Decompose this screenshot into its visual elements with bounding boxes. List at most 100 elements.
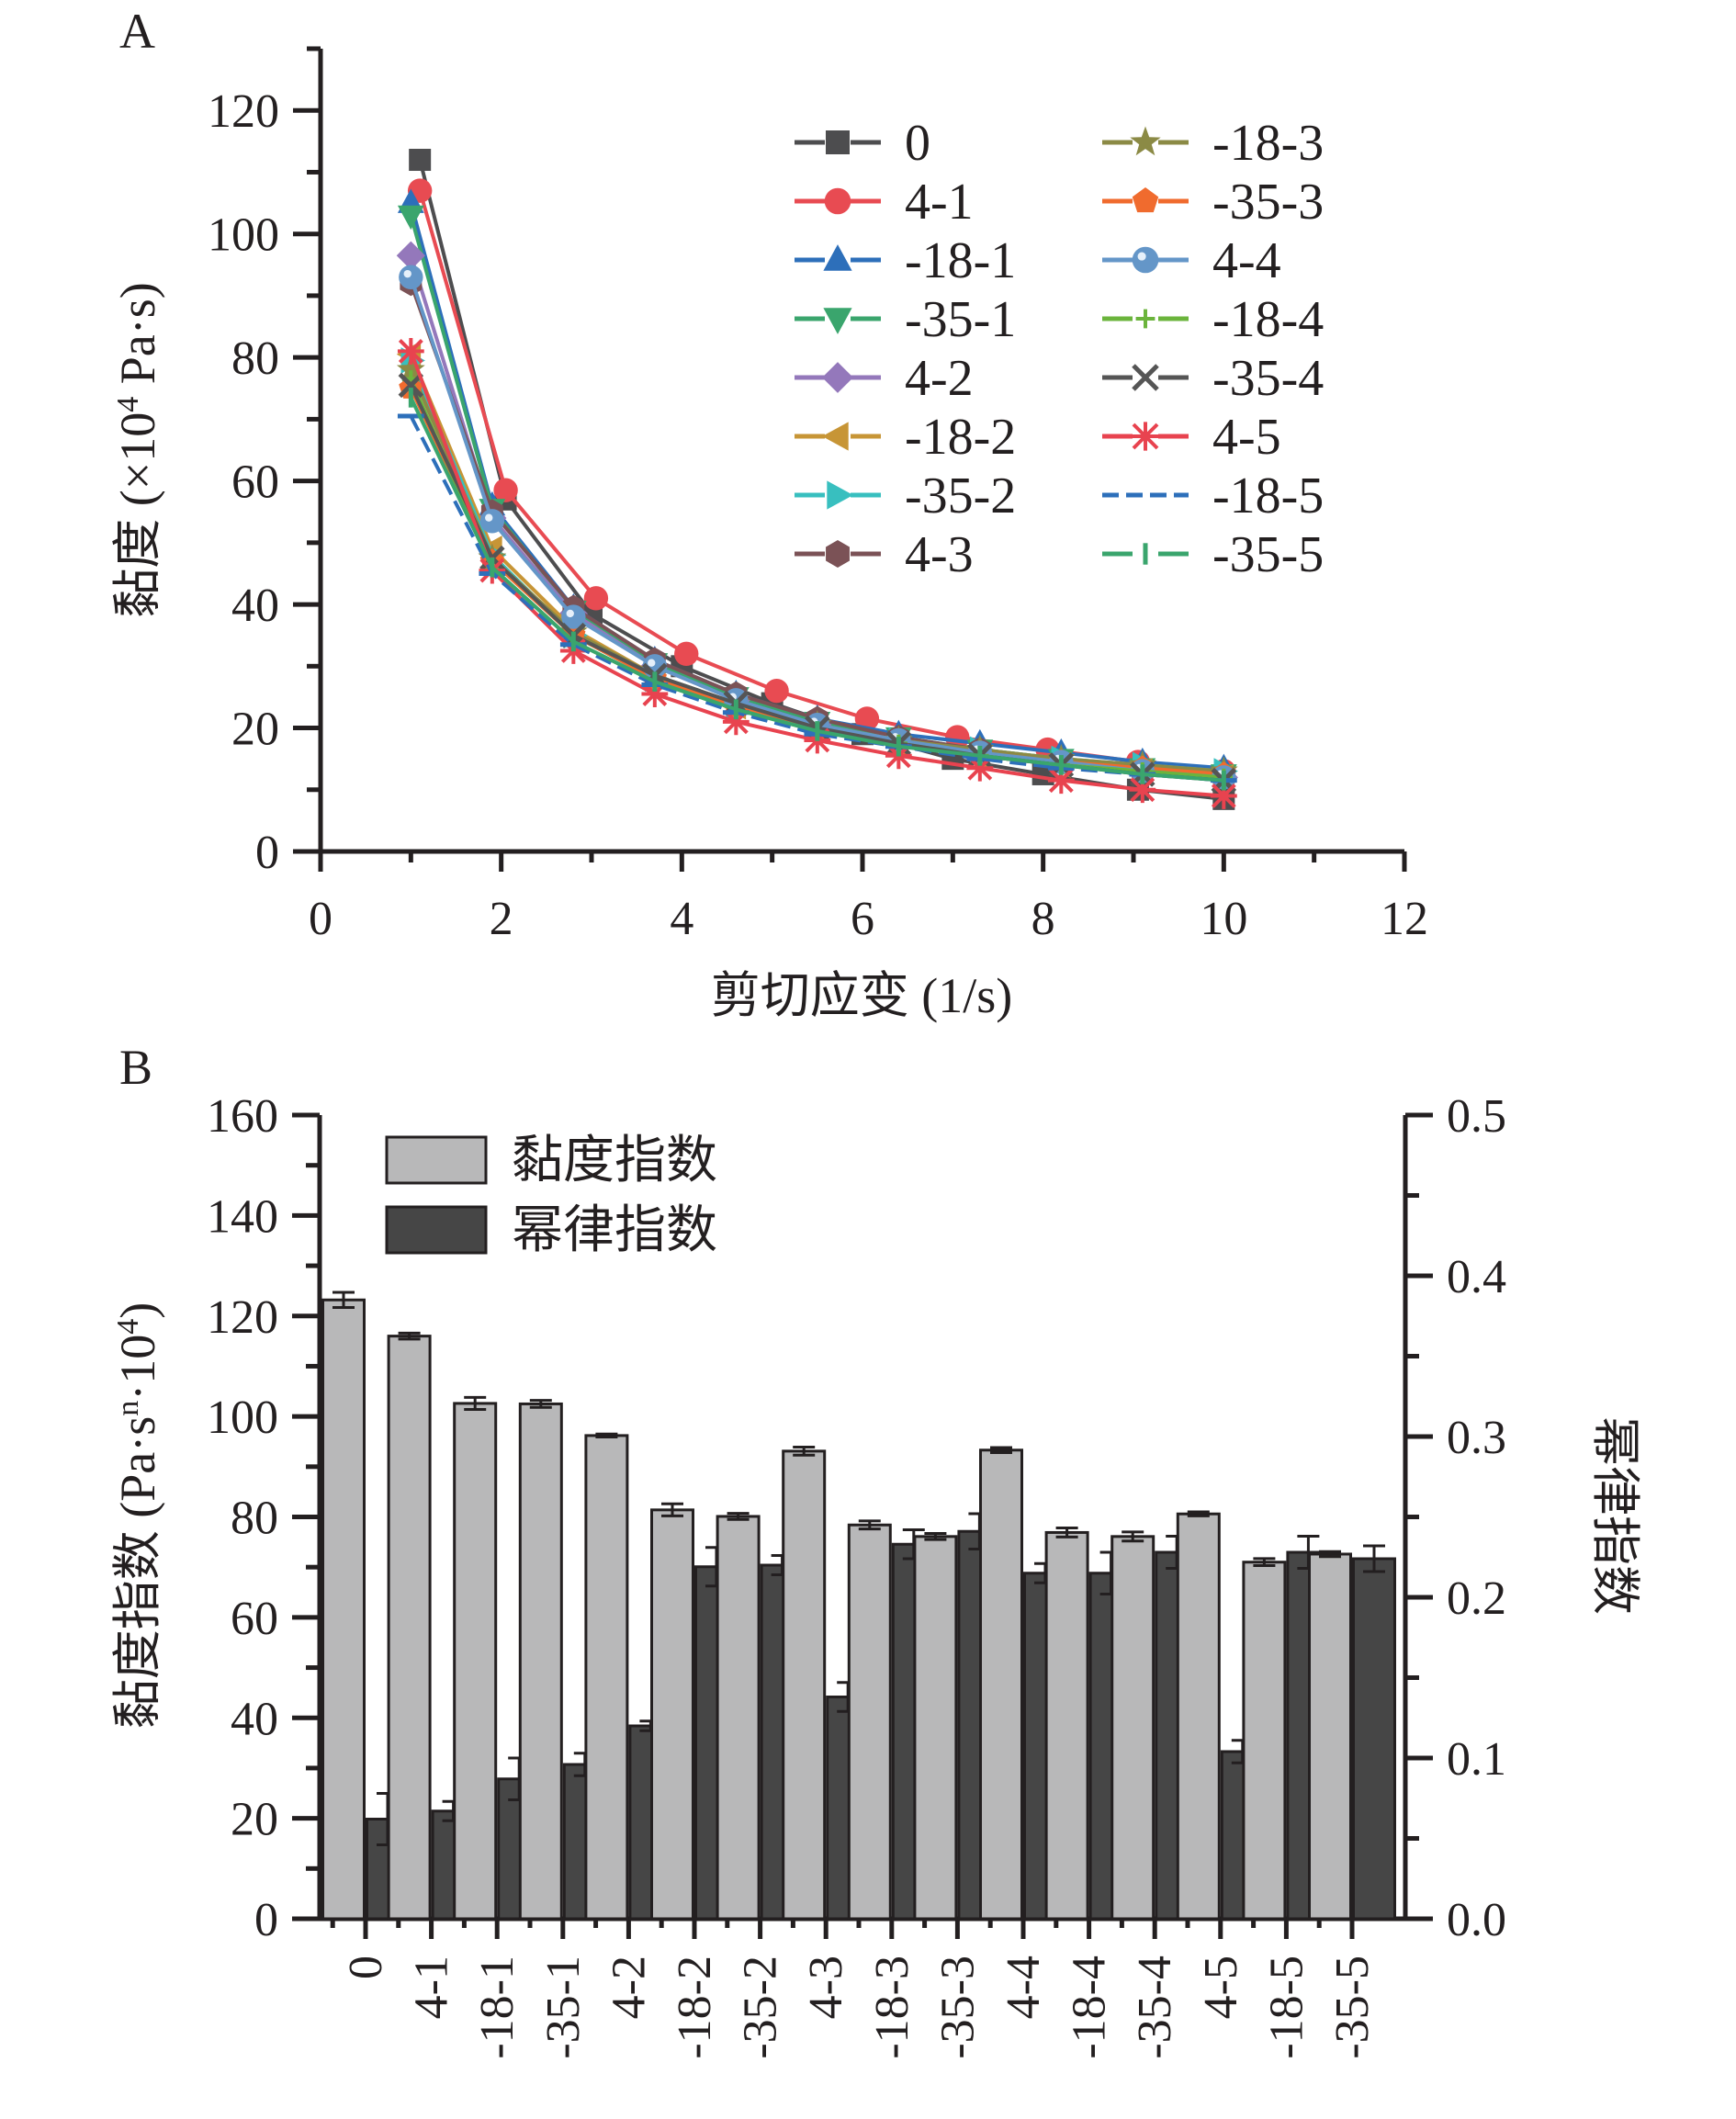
panel-b-y-tick-label: 40 xyxy=(231,1693,278,1745)
legend-marker-icon xyxy=(1132,246,1159,274)
legend-marker-icon xyxy=(1131,422,1160,451)
panel-b-y-tick-label: 80 xyxy=(231,1493,278,1545)
panel-a-y-axis-title-sup: 4 xyxy=(111,397,145,412)
series-m18-1 xyxy=(397,188,1237,779)
error-bar xyxy=(333,1291,355,1309)
panel-a-x-tick-label: 12 xyxy=(1381,893,1428,945)
legend-marker-icon xyxy=(827,480,853,510)
series-line xyxy=(409,254,1224,780)
panel-b-x-tick-label: 4-2 xyxy=(603,1956,655,2019)
legend-label: -35-2 xyxy=(905,468,1016,524)
panel-b-y-tick-label: 0 xyxy=(254,1894,278,1946)
data-point-highlight xyxy=(403,269,411,278)
legend-marker-icon xyxy=(824,187,851,215)
panel-b-x-tick-label: -35-5 xyxy=(1326,1956,1379,2059)
legend-marker-icon-highlight xyxy=(1137,252,1146,261)
panel-b-y2-tick-label: 0.4 xyxy=(1447,1251,1506,1303)
panel-b-x-tick-label: -35-1 xyxy=(537,1956,590,2059)
legend-marker-icon xyxy=(822,362,853,393)
panel-b-y-axis-title: 黏度指数 (Pa·sn·104) xyxy=(110,1302,165,1729)
panel-b-x-tick-label: 4-5 xyxy=(1195,1956,1247,2019)
panel-b-x-tick-label: -18-1 xyxy=(471,1956,524,2059)
panel-b: B 0204060801001201401600.00.10.20.30.40.… xyxy=(110,1040,1642,2059)
bar-viscosity-index xyxy=(1176,1512,1221,1921)
bar-viscosity-index xyxy=(979,1448,1023,1921)
error-bar xyxy=(858,1519,881,1531)
legend-label: -18-4 xyxy=(1212,291,1324,348)
panel-a-x-tick-label: 2 xyxy=(490,893,513,945)
panel-a-y-axis-title-tail: Pa·s) xyxy=(110,282,165,396)
data-point xyxy=(397,338,424,365)
panel-b-axes: 0 20 40 60 80 100 120 140 160 0.0 0.1 0.2 0.3 0.4 0.5 0… xyxy=(207,1090,1506,2059)
legend-item: 4-2 xyxy=(795,350,974,407)
legend-marker-icon xyxy=(823,244,852,271)
panel-a-axes: 0 20 40 60 80 100 120 0 2 4 6 8 10 12 xyxy=(208,46,1428,945)
data-point xyxy=(398,372,424,399)
legend-item: 黏度指数 xyxy=(385,1133,717,1189)
panel-b-x-tick-label: 4-1 xyxy=(406,1956,458,2019)
panel-a-x-tick-label: 8 xyxy=(1031,893,1055,945)
panel-b-y-tick-label: 100 xyxy=(207,1392,278,1444)
panel-a-x-tick-label: 0 xyxy=(309,893,333,945)
panel-a-y-tick-label: 60 xyxy=(231,456,279,509)
error-bar xyxy=(1122,1530,1144,1543)
panel-b-y2-tick-label: 0.1 xyxy=(1447,1733,1506,1786)
panel-b-x-tick-label: -18-2 xyxy=(669,1956,721,2059)
data-point xyxy=(1047,767,1075,795)
data-point xyxy=(674,641,699,667)
legend-label: 4-1 xyxy=(905,174,974,231)
legend-marker-icon xyxy=(1135,309,1155,329)
error-bar xyxy=(595,1432,618,1439)
legend-label: 0 xyxy=(905,115,930,172)
bar-viscosity-index xyxy=(1110,1535,1155,1921)
legend-label: -18-5 xyxy=(1212,468,1324,524)
bar-viscosity-index xyxy=(584,1434,629,1921)
bar-viscosity-index xyxy=(913,1535,958,1921)
legend-marker-icon xyxy=(823,308,852,334)
panel-b-x-tick-label: 4-3 xyxy=(800,1956,852,2019)
data-point xyxy=(397,205,424,231)
panel-b-x-tick-label: -35-3 xyxy=(931,1956,984,2059)
panel-b-y-tick-label: 160 xyxy=(207,1090,278,1143)
legend-item: -18-5 xyxy=(1102,468,1324,524)
bar-viscosity-index xyxy=(321,1298,366,1921)
legend-marker-icon xyxy=(1130,126,1161,156)
legend-swatch xyxy=(385,1135,488,1185)
legend-label: -35-3 xyxy=(1212,174,1324,231)
bar-power-law-index xyxy=(1352,1557,1396,1921)
series-line xyxy=(409,415,1224,783)
legend-item: 4-1 xyxy=(795,174,974,231)
legend-marker-icon xyxy=(822,422,849,451)
error-bar xyxy=(661,1502,683,1517)
data-point xyxy=(493,478,518,502)
panel-a-x-axis-title: 剪切应变 (1/s) xyxy=(711,968,1012,1023)
panel-label-a: A xyxy=(119,4,155,59)
error-bar xyxy=(464,1395,487,1411)
panel-a-y-tick-label: 0 xyxy=(255,827,279,879)
error-bar xyxy=(1055,1527,1078,1539)
panel-b-y2-axis-title: 幂律指数 xyxy=(1587,1416,1642,1615)
data-point-highlight xyxy=(485,513,493,522)
legend-item: 4-4 xyxy=(1102,232,1281,289)
legend-label: -35-4 xyxy=(1212,350,1324,407)
data-point xyxy=(583,586,609,611)
series-4-1 xyxy=(407,178,1236,783)
legend-label: 4-3 xyxy=(905,526,974,583)
panel-b-x-tick-label: -18-5 xyxy=(1260,1956,1313,2059)
legend-item: -18-4 xyxy=(1102,291,1324,348)
panel-b-y-tick-label: 140 xyxy=(207,1190,278,1243)
panel-b-y2-tick-label: 0.5 xyxy=(1447,1090,1506,1143)
legend-item: -35-5 xyxy=(1102,526,1324,583)
panel-a-legend: 04-1-18-1-35-14-2-18-2-35-24-3 -18-3-35-3… xyxy=(795,115,1324,583)
panel-b-x-tick-label: -18-3 xyxy=(866,1956,919,2059)
data-point xyxy=(409,149,432,172)
panel-b-y-tick-label: 20 xyxy=(231,1794,278,1846)
panel-b-y-axis-title-mid: ·10 xyxy=(110,1335,165,1401)
panel-b-y-tick-label: 120 xyxy=(207,1291,278,1344)
panel-a-y-tick-label: 80 xyxy=(231,333,279,385)
error-bar xyxy=(1187,1510,1210,1517)
data-point xyxy=(722,708,750,736)
data-point xyxy=(396,355,425,382)
